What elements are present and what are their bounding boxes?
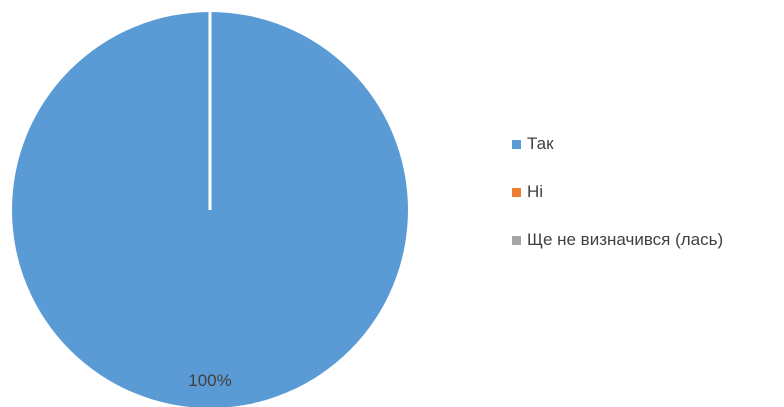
legend-item-tak: Так bbox=[512, 132, 723, 156]
legend-label-ni: Ні bbox=[527, 182, 544, 201]
legend-label-tak: Так bbox=[527, 134, 554, 153]
legend-swatch-undecided bbox=[512, 235, 521, 245]
legend: Так Ні Ще не визначився (лась) bbox=[512, 132, 723, 252]
legend-item-undecided: Ще не визначився (лась) bbox=[512, 228, 723, 252]
data-label-tak: 100% bbox=[188, 371, 231, 390]
legend-swatch-ni bbox=[512, 187, 521, 197]
legend-item-ni: Ні bbox=[512, 180, 723, 204]
legend-swatch-tak bbox=[512, 139, 521, 149]
legend-label-undecided: Ще не визначився (лась) bbox=[527, 230, 724, 249]
